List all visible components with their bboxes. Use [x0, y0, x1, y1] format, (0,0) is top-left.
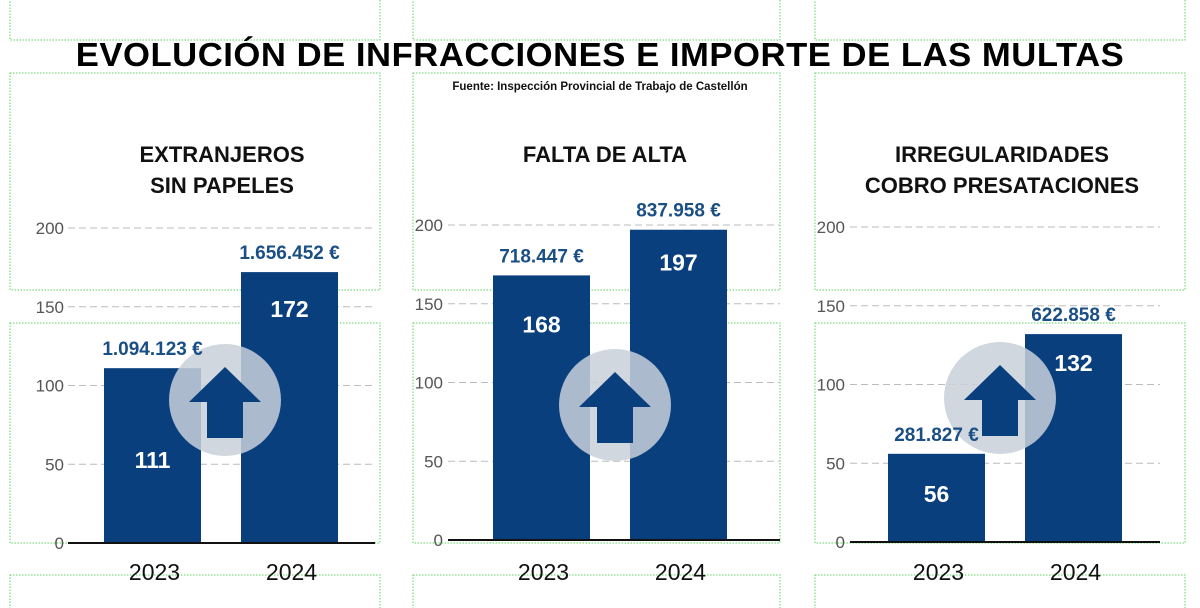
x-tick-label: 2023 [129, 559, 180, 585]
main-title: EVOLUCIÓN DE INFRACCIONES E IMPORTE DE L… [75, 36, 1125, 73]
panel-title: FALTA DE ALTA [523, 142, 687, 167]
x-tick-label: 2024 [266, 559, 317, 585]
y-tick-label: 150 [817, 297, 845, 316]
y-tick-label: 200 [415, 216, 443, 235]
bar-value-label: 111 [135, 447, 171, 473]
guide-box [814, 0, 1186, 41]
y-tick-label: 50 [424, 452, 443, 471]
panel-title: EXTRANJEROS [139, 142, 304, 167]
guide-box [814, 574, 1186, 608]
y-tick-label: 150 [415, 295, 443, 314]
y-tick-label: 200 [817, 218, 845, 237]
y-tick-label: 100 [817, 376, 845, 395]
y-tick-label: 150 [36, 298, 64, 317]
arrow-up-icon [579, 372, 651, 443]
bar-value-label: 197 [659, 250, 697, 276]
panel-title: COBRO PRESATACIONES [865, 173, 1139, 198]
x-tick-label: 2023 [518, 559, 569, 585]
guide-box [9, 72, 381, 291]
amount-label: 718.447 € [499, 246, 584, 267]
amount-label: 1.656.452 € [239, 243, 340, 264]
guide-box [814, 72, 1186, 291]
y-tick-label: 200 [36, 219, 64, 238]
y-tick-label: 100 [36, 377, 64, 396]
bar-value-label: 168 [522, 311, 561, 337]
x-tick-label: 2024 [1050, 559, 1101, 585]
guide-box [412, 72, 781, 291]
amount-label: 281.827 € [894, 425, 979, 446]
y-tick-label: 0 [55, 534, 64, 553]
panel-title: IRREGULARIDADES [895, 142, 1109, 167]
guide-box [9, 0, 381, 41]
bar-value-label: 172 [270, 296, 308, 322]
amount-label: 622.858 € [1031, 305, 1116, 326]
bar-value-label: 132 [1054, 350, 1092, 376]
amount-label: 837.958 € [636, 201, 721, 222]
y-tick-label: 0 [836, 533, 845, 552]
bar-2023 [888, 453, 985, 542]
y-tick-label: 50 [826, 454, 845, 473]
guide-box [412, 0, 781, 41]
guide-box [412, 322, 781, 544]
y-tick-label: 50 [45, 455, 64, 474]
guide-box [412, 574, 781, 608]
x-tick-label: 2023 [913, 559, 964, 585]
panel-title: SIN PAPELES [150, 173, 294, 198]
bar-value-label: 56 [924, 481, 950, 507]
y-tick-label: 100 [415, 374, 443, 393]
guide-box [9, 574, 381, 608]
x-tick-label: 2024 [655, 559, 706, 585]
amount-label: 1.094.123 € [102, 339, 203, 360]
y-tick-label: 0 [434, 531, 443, 550]
arrow-up-icon [189, 367, 261, 438]
source-note: Fuente: Inspección Provincial de Trabajo… [452, 81, 748, 93]
arrow-up-icon [964, 365, 1036, 436]
